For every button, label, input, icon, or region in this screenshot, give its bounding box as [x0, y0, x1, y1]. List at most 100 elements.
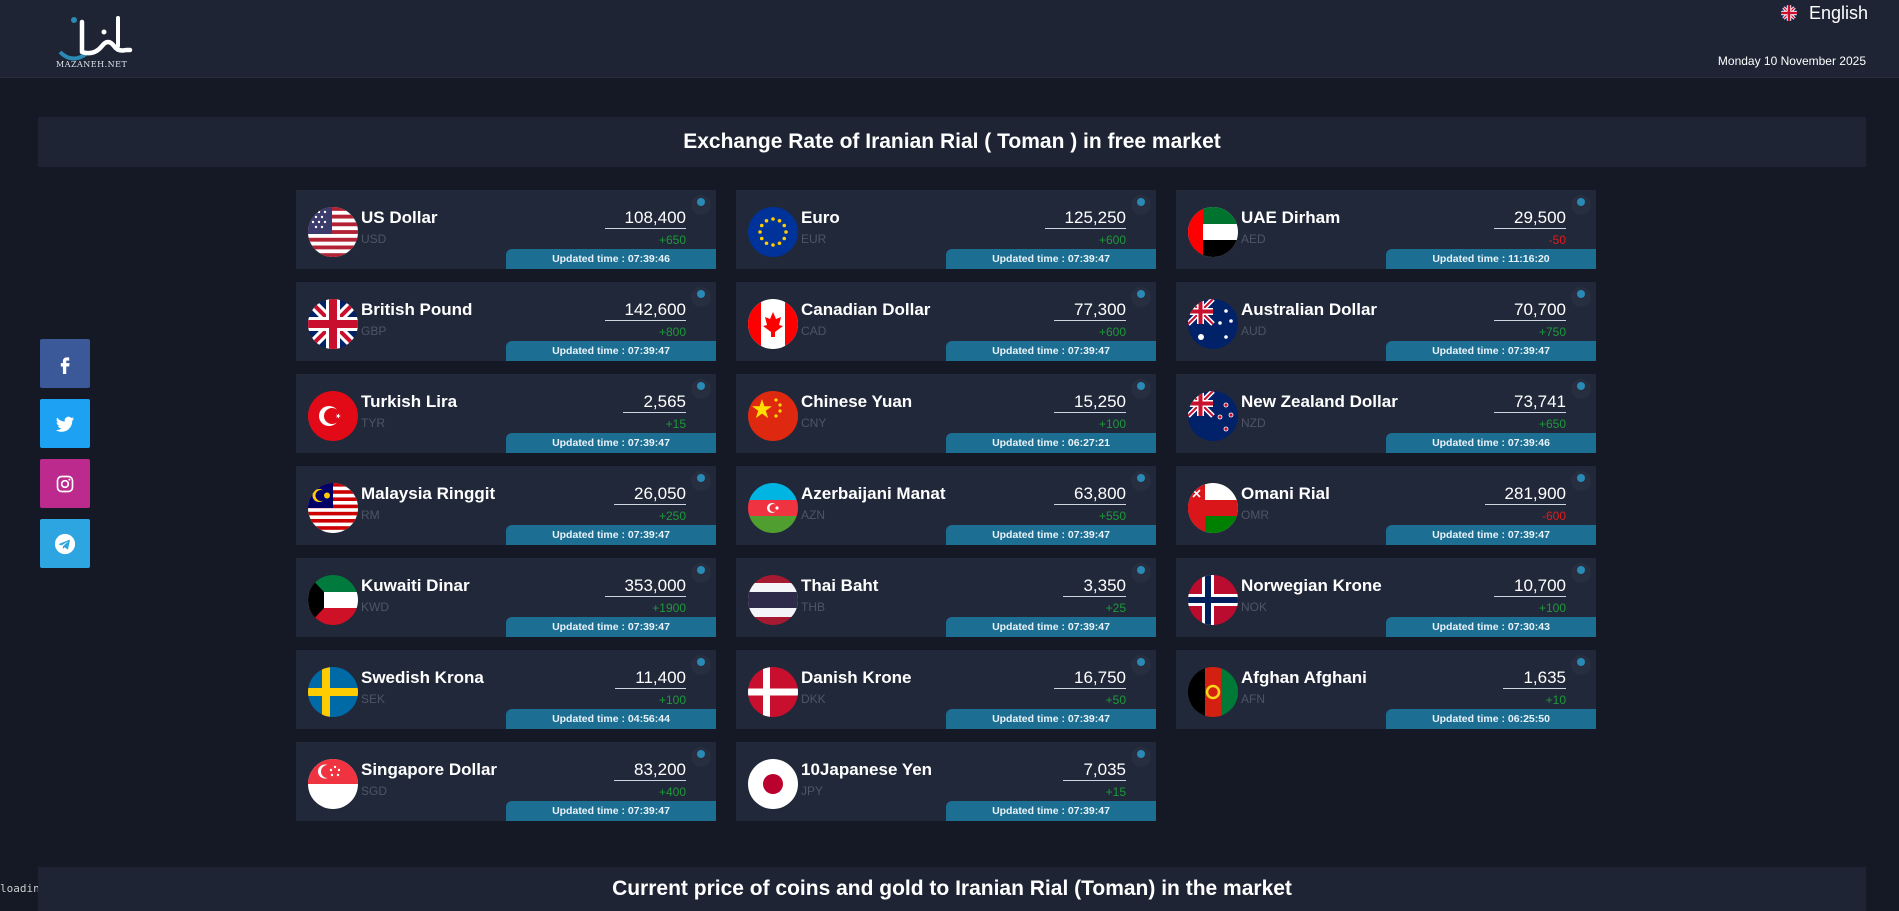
ae-flag-icon: [1188, 207, 1238, 257]
currency-change: +550: [1098, 509, 1126, 523]
currency-change: +400: [658, 785, 686, 799]
currency-change: +1900: [652, 601, 686, 615]
updated-time: Updated time : 07:39:46: [506, 249, 716, 269]
currency-code: RM: [361, 508, 380, 522]
currency-change: +250: [658, 509, 686, 523]
currency-price: 29,500: [1494, 208, 1566, 229]
currency-card-eur[interactable]: Euro EUR 125,250 +600 Updated time : 07:39:4…: [736, 190, 1156, 269]
current-date: Monday 10 November 2025: [1717, 54, 1866, 68]
currency-price: 10,700: [1494, 576, 1566, 597]
currency-card-nzd[interactable]: New Zealand Dollar NZD 73,741 +650 Updated t…: [1176, 374, 1596, 453]
currency-price: 125,250: [1044, 208, 1126, 229]
currency-card-cny[interactable]: Chinese Yuan CNY 15,250 +100 Updated time : …: [736, 374, 1156, 453]
currency-card-dkk[interactable]: Danish Krone DKK 16,750 +50 Updated time : 0…: [736, 650, 1156, 729]
sg-flag-icon: [308, 759, 358, 809]
currency-code: NOK: [1241, 600, 1268, 614]
se-flag-icon: [308, 667, 358, 717]
currency-card-sek[interactable]: Swedish Krona SEK 11,400 +100 Updated time :…: [296, 650, 716, 729]
currency-card-aud[interactable]: Australian Dollar AUD 70,700 +750 Updated ti…: [1176, 282, 1596, 361]
logo-text: MAZANEH.NET: [56, 60, 128, 69]
currency-card-kwd[interactable]: Kuwaiti Dinar KWD 353,000 +1900 Updated time…: [296, 558, 716, 637]
live-status-dot: [691, 747, 711, 767]
currency-card-omr[interactable]: Omani Rial OMR 281,900 -600 Updated time : 0…: [1176, 466, 1596, 545]
currency-code: USD: [361, 232, 387, 246]
updated-time: Updated time : 07:39:47: [946, 801, 1156, 821]
mazaneh-logo[interactable]: [52, 12, 142, 72]
currency-change: +600: [1098, 325, 1126, 339]
updated-time: Updated time : 07:39:47: [946, 525, 1156, 545]
currency-change: +100: [1098, 417, 1126, 431]
au-flag-icon: [1188, 299, 1238, 349]
currency-price: 15,250: [1054, 392, 1126, 413]
updated-time: Updated time : 07:30:43: [1386, 617, 1596, 637]
uk-flag-icon: [1781, 5, 1797, 21]
loading-text: loading: [0, 882, 38, 895]
currency-price: 16,750: [1054, 668, 1126, 689]
currency-change: +50: [1105, 693, 1126, 707]
my-flag-icon: [308, 483, 358, 533]
currency-code: AZN: [801, 508, 825, 522]
currency-change: +100: [1538, 601, 1566, 615]
currency-card-rm[interactable]: Malaysia Ringgit RM 26,050 +250 Updated time…: [296, 466, 716, 545]
telegram-button[interactable]: [40, 519, 90, 568]
currency-name: Canadian Dollar: [801, 300, 931, 319]
currency-card-thb[interactable]: Thai Baht THB 3,350 +25 Updated time : 07:39…: [736, 558, 1156, 637]
updated-time: Updated time : 07:39:47: [506, 341, 716, 361]
nz-flag-icon: [1188, 391, 1238, 441]
updated-time: Updated time : 07:39:46: [1386, 433, 1596, 453]
kw-flag-icon: [308, 575, 358, 625]
currency-card-tyr[interactable]: Turkish Lira TYR 2,565 +15 Updated time : 07…: [296, 374, 716, 453]
currency-code: DKK: [801, 692, 826, 706]
live-status-dot: [691, 563, 711, 583]
currency-card-afn[interactable]: Afghan Afghani AFN 1,635 +10 Updated time : …: [1176, 650, 1596, 729]
updated-time: Updated time : 07:39:47: [1386, 341, 1596, 361]
currency-code: TYR: [361, 416, 385, 430]
currency-code: GBP: [361, 324, 387, 338]
currency-price: 2,565: [623, 392, 686, 413]
updated-time: Updated time : 07:39:47: [1386, 525, 1596, 545]
currency-change: +750: [1538, 325, 1566, 339]
currency-code: KWD: [361, 600, 389, 614]
live-status-dot: [1571, 287, 1591, 307]
currency-price: 77,300: [1054, 300, 1126, 321]
ca-flag-icon: [748, 299, 798, 349]
currency-name: US Dollar: [361, 208, 438, 227]
live-status-dot: [1131, 655, 1151, 675]
currency-name: UAE Dirham: [1241, 208, 1341, 227]
currency-card-usd[interactable]: US Dollar USD 108,400 +650 Updated time : 07…: [296, 190, 716, 269]
currency-code: OMR: [1241, 508, 1269, 522]
currency-card-azn[interactable]: Azerbaijani Manat AZN 63,800 +550 Updated ti…: [736, 466, 1156, 545]
currency-code: AED: [1241, 232, 1266, 246]
currency-code: SGD: [361, 784, 388, 798]
currency-card-sgd[interactable]: Singapore Dollar SGD 83,200 +400 Updated tim…: [296, 742, 716, 821]
currency-change: +600: [1098, 233, 1126, 247]
facebook-button[interactable]: [40, 339, 90, 388]
updated-time: Updated time : 07:39:47: [946, 341, 1156, 361]
currency-card-gbp[interactable]: British Pound GBP 142,600 +800 Updated time …: [296, 282, 716, 361]
currency-card-jpy[interactable]: 10Japanese Yen JPY 7,035 +15 Updated time : …: [736, 742, 1156, 821]
az-flag-icon: [748, 483, 798, 533]
currency-price: 3,350: [1063, 576, 1126, 597]
currency-price: 70,700: [1494, 300, 1566, 321]
currency-card-aed[interactable]: UAE Dirham AED 29,500 -50 Updated time : 11:…: [1176, 190, 1596, 269]
currency-card-nok[interactable]: Norwegian Krone NOK 10,700 +100 Updated time…: [1176, 558, 1596, 637]
currency-card-cad[interactable]: Canadian Dollar CAD 77,300 +600 Updated time…: [736, 282, 1156, 361]
language-label: English: [1809, 2, 1869, 23]
currency-price: 73,741: [1494, 392, 1566, 413]
live-status-dot: [1131, 471, 1151, 491]
instagram-button[interactable]: [40, 459, 90, 508]
currency-code: SEK: [361, 692, 386, 706]
currencies-section-title: Exchange Rate of Iranian Rial ( Toman ) …: [38, 117, 1866, 167]
live-status-dot: [691, 379, 711, 399]
currency-code: AUD: [1241, 324, 1267, 338]
facebook-icon: [60, 356, 70, 374]
currency-price: 7,035: [1063, 760, 1126, 781]
twitter-button[interactable]: [40, 399, 90, 448]
currency-price: 83,200: [614, 760, 686, 781]
live-status-dot: [1571, 195, 1591, 215]
tr-flag-icon: [308, 391, 358, 441]
language-selector[interactable]: English: [1781, 2, 1868, 24]
live-status-dot: [1131, 287, 1151, 307]
twitter-icon: [55, 416, 75, 432]
currency-name: Kuwaiti Dinar: [361, 576, 470, 595]
